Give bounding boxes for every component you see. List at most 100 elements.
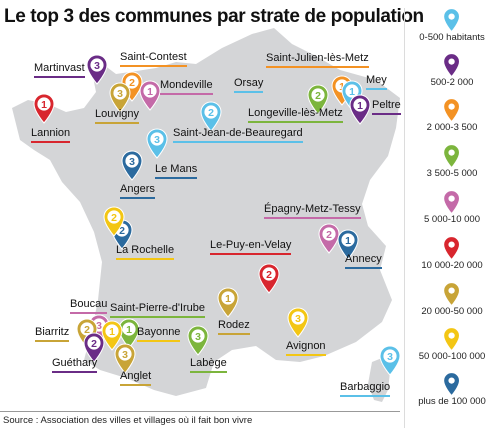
pin-rank: 1 — [126, 324, 132, 336]
legend-item: 0-500 habitants — [408, 8, 496, 43]
map-pin-icon: 2 — [318, 223, 340, 254]
legend-item: 5 000-10 000 — [408, 190, 496, 225]
city-label: Annecy — [345, 253, 382, 269]
pin-rank: 3 — [295, 313, 301, 325]
map-pin-icon: 3 — [146, 128, 168, 159]
legend-label: 3 500-5 000 — [426, 168, 478, 180]
map-title: Le top 3 des communes par strate de popu… — [4, 6, 424, 27]
legend-item: 20 000-50 000 — [408, 282, 496, 317]
legend-label: plus de 100 000 — [418, 396, 486, 408]
legend-pin-icon — [443, 190, 461, 214]
pin-rank: 2 — [326, 229, 332, 241]
city-label: Labège — [190, 357, 227, 373]
map-pin-icon: 1 — [33, 93, 55, 124]
pin-rank: 3 — [195, 331, 201, 343]
pin-rank: 3 — [94, 60, 100, 72]
legend-label: 5 000-10 000 — [424, 214, 480, 226]
map-pin-icon: 3 — [187, 325, 209, 356]
city-label: Peltre — [372, 99, 401, 115]
map-pin-icon: 3 — [109, 82, 131, 113]
legend-item: 2 000-3 500 — [408, 98, 496, 133]
map-pin-icon: 3 — [114, 343, 136, 374]
legend-pin-icon — [443, 53, 461, 77]
legend-item: plus de 100 000 — [408, 372, 496, 407]
pin-rank: 3 — [96, 320, 102, 332]
legend-pin-icon — [443, 8, 461, 32]
city-label: La Rochelle — [116, 244, 175, 260]
map-pin-icon: 1 — [337, 229, 359, 260]
legend-label: 20 000-50 000 — [421, 306, 483, 318]
city-label: Le Mans — [155, 163, 198, 179]
map-pin-icon: 2 — [200, 101, 222, 132]
pin-rank: 1 — [225, 293, 231, 305]
legend-label: 2 000-3 500 — [426, 122, 478, 134]
city-label: Longeville-lès-Metz — [248, 107, 343, 123]
legend-item: 500-2 000 — [408, 53, 496, 88]
legend-label: 0-500 habitants — [419, 32, 485, 44]
pin-rank: 1 — [41, 99, 47, 111]
legend-label: 10 000-20 000 — [421, 260, 483, 272]
pin-rank: 2 — [129, 77, 135, 89]
map-pin-icon: 1 — [139, 80, 161, 111]
pin-rank: 1 — [109, 326, 115, 338]
city-label: Mondeville — [160, 79, 213, 95]
pin-rank: 2 — [111, 212, 117, 224]
pin-rank: 2 — [266, 269, 272, 281]
legend-item: 50 000-100 000 — [408, 327, 496, 362]
legend-divider — [404, 8, 405, 428]
city-label: Épagny-Metz-Tessy — [264, 203, 361, 219]
map-pin-icon: 1 — [217, 287, 239, 318]
pin-rank: 2 — [208, 107, 214, 119]
legend-item: 10 000-20 000 — [408, 236, 496, 271]
map-pin-icon: 2 — [103, 206, 125, 237]
city-label: Guéthary — [52, 357, 98, 373]
legend-pin-icon — [443, 144, 461, 168]
pin-rank: 1 — [349, 86, 355, 98]
pin-rank: 2 — [84, 324, 90, 336]
legend-pin-icon — [443, 236, 461, 260]
legend-pin-icon — [443, 327, 461, 351]
city-label: Avignon — [286, 340, 326, 356]
legend-item: 3 500-5 000 — [408, 144, 496, 179]
source-divider — [0, 411, 400, 412]
pin-rank: 2 — [91, 338, 97, 350]
france-mainland-shape — [12, 28, 400, 396]
map-pin-icon: 3 — [86, 54, 108, 85]
city-label: Anglet — [120, 370, 152, 386]
pin-rank: 3 — [117, 88, 123, 100]
city-label: Bayonne — [137, 326, 181, 342]
pin-rank: 1 — [147, 86, 153, 98]
city-label: Lannion — [31, 127, 71, 143]
legend-label: 50 000-100 000 — [418, 351, 486, 363]
map-pin-icon: 1 — [349, 94, 371, 125]
pin-rank: 1 — [345, 235, 351, 247]
city-label: Biarritz — [35, 326, 70, 342]
city-label: Barbaggio — [340, 381, 391, 397]
legend-pin-icon — [443, 282, 461, 306]
city-label: Saint-Jean-de-Beauregard — [173, 127, 303, 143]
city-label: Saint-Pierre-d'Irube — [110, 302, 206, 318]
pin-rank: 1 — [339, 81, 345, 93]
map-pin-icon: 3 — [379, 345, 401, 376]
pin-rank: 3 — [129, 156, 135, 168]
map-pin-icon: 3 — [287, 307, 309, 338]
city-label: Martinvast — [34, 62, 85, 78]
city-label: Le-Puy-en-Velay — [210, 239, 292, 255]
city-label: Louvigny — [95, 108, 140, 124]
map-pin-icon: 1 — [101, 320, 123, 351]
pin-rank: 2 — [315, 90, 321, 102]
pin-rank: 3 — [154, 134, 160, 146]
map-pin-icon: 2 — [83, 332, 105, 363]
city-label: Saint-Contest — [120, 51, 187, 67]
city-label: Orsay — [234, 77, 264, 93]
pin-rank: 2 — [119, 225, 125, 237]
pin-rank: 3 — [122, 349, 128, 361]
map-pin-icon: 2 — [258, 263, 280, 294]
city-label: Mey — [366, 74, 387, 90]
corsica-shape — [368, 358, 390, 402]
legend-label: 500-2 000 — [430, 77, 474, 89]
map-pin-icon: 2 — [307, 84, 329, 115]
pin-rank: 3 — [387, 351, 393, 363]
